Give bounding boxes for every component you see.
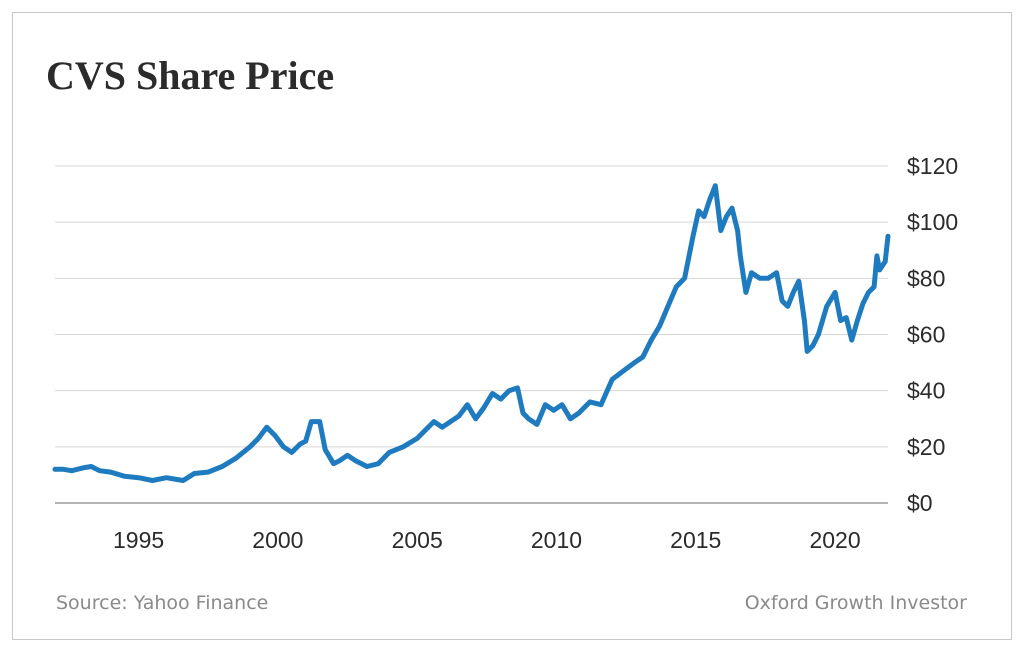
x-tick-label: 2010 (531, 527, 582, 553)
y-tick-label: $40 (907, 378, 945, 404)
x-tick-label: 2000 (252, 527, 303, 553)
x-tick-label: 2020 (809, 527, 860, 553)
share-price-line (52, 183, 891, 483)
chart-title: CVS Share Price (46, 53, 335, 98)
brand-name: Oxford Growth Investor (744, 592, 967, 614)
y-tick-label: $120 (907, 153, 958, 179)
y-axis-ticks: $0 $20 $40 $60 $80 $100 $120 (907, 153, 958, 516)
y-tick-label: $0 (907, 490, 933, 516)
y-tick-label: $100 (907, 209, 958, 235)
y-tick-label: $60 (907, 322, 945, 348)
gridlines (55, 165, 888, 504)
x-axis-ticks: 1995 2000 2005 2010 2015 2020 (113, 527, 861, 553)
y-tick-label: $20 (907, 434, 945, 460)
source-note: Source: Yahoo Finance (56, 592, 269, 614)
x-tick-label: 2005 (392, 527, 443, 553)
y-tick-label: $80 (907, 265, 945, 291)
chart-card (12, 12, 1012, 640)
x-tick-label: 1995 (113, 527, 164, 553)
x-tick-label: 2015 (670, 527, 721, 553)
